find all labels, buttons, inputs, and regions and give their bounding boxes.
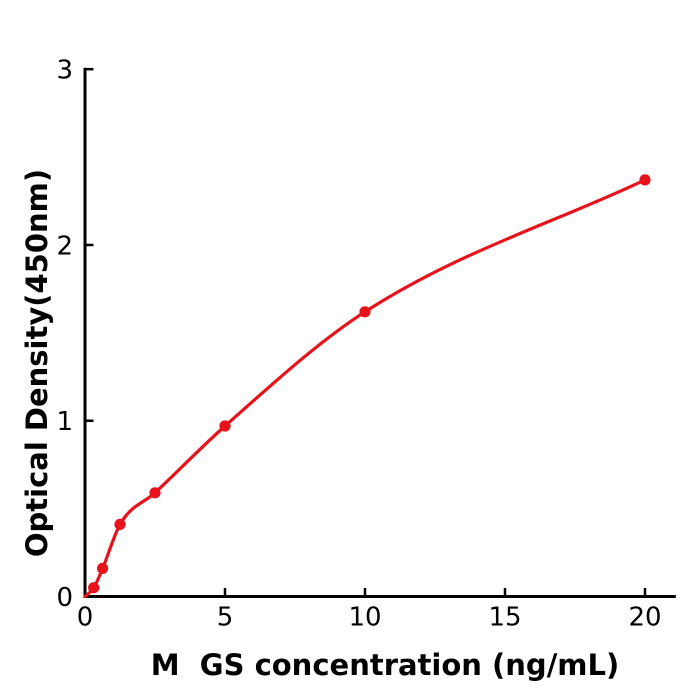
data-point [114,518,126,531]
y-tick-label: 1 [56,407,73,437]
y-tick-label: 0 [56,583,73,613]
data-point [359,306,371,318]
data-point [219,420,231,432]
x-tick-label: 20 [628,603,661,633]
y-tick-label: 2 [56,231,73,261]
x-tick-label: 10 [348,603,381,633]
y-axis-title: Optical Density(450nm) [20,168,54,558]
data-point [88,582,100,594]
data-point [97,562,109,575]
y-tick-label: 3 [56,56,73,86]
x-axis-title: M GS concentration (ng/mL) [150,648,620,682]
x-tick-label: 15 [488,603,521,633]
data-point [149,487,161,499]
x-tick-label: 0 [77,603,94,633]
x-tick-label: 5 [217,603,234,633]
data-point [639,174,651,186]
fit-curve [83,178,647,599]
